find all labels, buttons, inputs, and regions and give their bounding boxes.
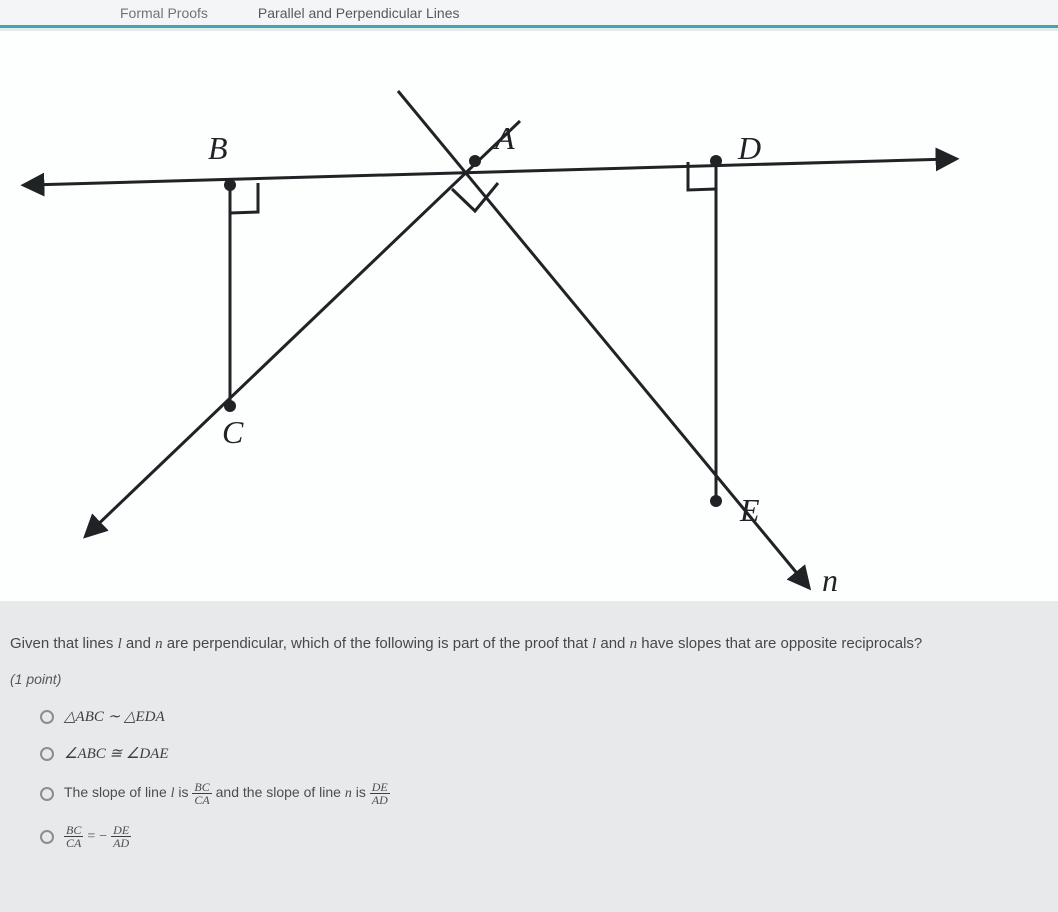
geometry-diagram: A B C D E n [0, 31, 1058, 601]
option-4[interactable]: BCCA = − DEAD [40, 824, 1048, 849]
point-d-dot [710, 155, 722, 167]
question-prefix: Given that lines [10, 635, 118, 652]
question-mid1: and [122, 635, 155, 652]
breadcrumb-bar: Formal Proofs Parallel and Perpendicular… [0, 0, 1058, 28]
question-area: Given that lines l and n are perpendicul… [0, 615, 1058, 849]
point-e-dot [710, 495, 722, 507]
right-angle-a [452, 183, 498, 211]
option-3[interactable]: The slope of line l is BCCA and the slop… [40, 781, 1048, 806]
frac-de-ad: DEAD [370, 781, 390, 806]
option-2[interactable]: ∠ABC ≅ ∠DAE [40, 744, 1048, 763]
frac-bc-ca: BCCA [192, 781, 211, 806]
option-2-text: ∠ABC ≅ ∠DAE [64, 744, 169, 763]
diagram-svg: A B C D E n [0, 31, 1058, 601]
question-var4: n [630, 636, 638, 652]
option-4-text: BCCA = − DEAD [64, 824, 131, 849]
point-c-dot [224, 400, 236, 412]
option-1-text: △ABC ∼ △EDA [64, 707, 165, 726]
question-var2: n [155, 636, 163, 652]
radio-icon[interactable] [40, 830, 54, 844]
points-label: (1 point) [10, 671, 1048, 687]
label-a: A [493, 120, 515, 156]
answer-options: △ABC ∼ △EDA ∠ABC ≅ ∠DAE The slope of lin… [10, 707, 1048, 849]
breadcrumb-prev[interactable]: Formal Proofs [120, 5, 208, 21]
point-b-dot [224, 179, 236, 191]
radio-icon[interactable] [40, 787, 54, 801]
question-suffix: have slopes that are opposite reciprocal… [637, 635, 922, 652]
point-a-dot [469, 155, 481, 167]
question-text: Given that lines l and n are perpendicul… [10, 635, 1048, 653]
frac-de-ad-2: DEAD [111, 824, 131, 849]
option-3-text: The slope of line l is BCCA and the slop… [64, 781, 390, 806]
label-b: B [208, 130, 228, 166]
frac-bc-ca-2: BCCA [64, 824, 83, 849]
radio-icon[interactable] [40, 710, 54, 724]
label-line-n: n [822, 562, 838, 598]
label-d: D [737, 130, 761, 166]
question-mid3: and [596, 635, 629, 652]
label-e: E [739, 492, 760, 528]
breadcrumb-current[interactable]: Parallel and Perpendicular Lines [258, 5, 460, 21]
line-horizontal [30, 159, 950, 185]
option-1[interactable]: △ABC ∼ △EDA [40, 707, 1048, 726]
question-mid2: are perpendicular, which of the followin… [163, 635, 592, 652]
label-c: C [222, 414, 244, 450]
radio-icon[interactable] [40, 747, 54, 761]
